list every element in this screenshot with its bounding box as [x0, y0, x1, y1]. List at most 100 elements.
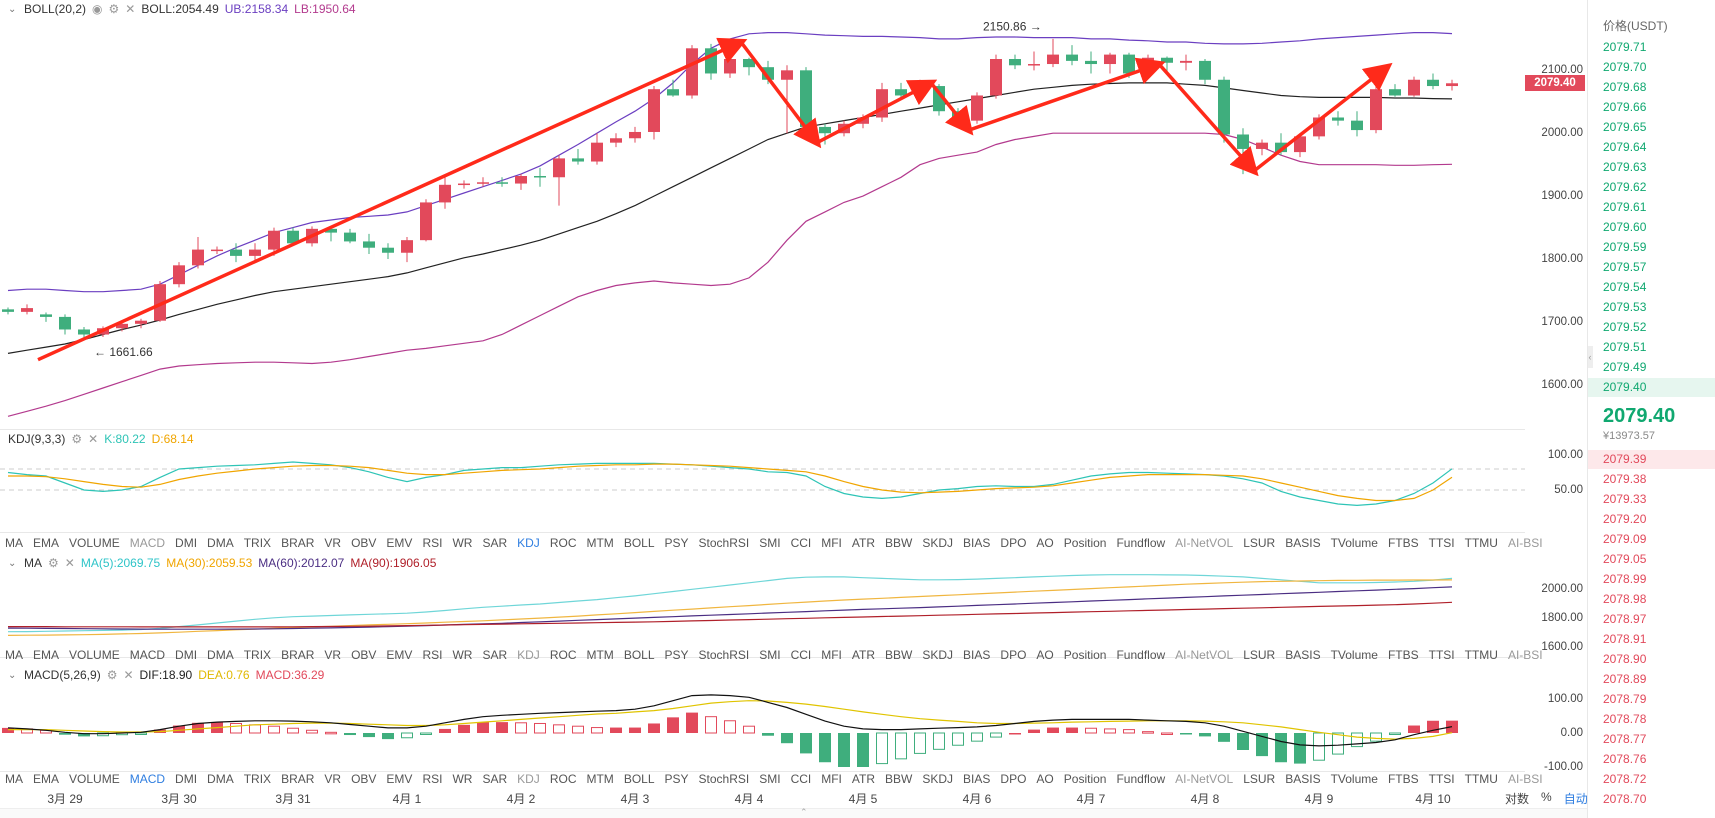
indicator-tab-fundflow[interactable]: Fundflow: [1116, 536, 1166, 550]
ask-price-row[interactable]: 2079.59: [1603, 240, 1647, 254]
indicator-tab-rsi[interactable]: RSI: [422, 772, 443, 786]
indicator-tab-wr[interactable]: WR: [452, 648, 473, 662]
indicator-tab-vr[interactable]: VR: [324, 648, 342, 662]
indicator-tab-ma[interactable]: MA: [5, 772, 23, 786]
bid-price-row[interactable]: 2078.77: [1603, 732, 1647, 746]
indicator-tab-ai-bsi[interactable]: AI-BSI: [1507, 772, 1543, 786]
ma-axis[interactable]: 2000.00 1800.00 1600.00: [1525, 554, 1587, 658]
macd-pane[interactable]: ⌄ MACD(5,26,9) ⚙ ✕ DIF:18.90 DEA:0.76 MA…: [0, 666, 1525, 772]
indicator-tab-smi[interactable]: SMI: [759, 772, 781, 786]
indicator-tab-mtm[interactable]: MTM: [586, 536, 614, 550]
ask-price-row[interactable]: 2079.60: [1603, 220, 1647, 234]
indicator-tab-emv[interactable]: EMV: [386, 536, 413, 550]
indicator-tab-brar[interactable]: BRAR: [281, 536, 315, 550]
trading-chart[interactable]: ⌄ BOLL(20,2) ◉ ⚙ ✕ BOLL:2054.49 UB:2158.…: [0, 0, 1543, 800]
indicator-tab-position[interactable]: Position: [1063, 648, 1107, 662]
indicator-tab-psy[interactable]: PSY: [664, 772, 689, 786]
indicator-tab-bbw[interactable]: BBW: [885, 772, 913, 786]
indicator-tab-lsur[interactable]: LSUR: [1243, 536, 1276, 550]
collapse-chevron-icon[interactable]: ⌄: [8, 557, 17, 569]
ma-pane[interactable]: ⌄ MA ⚙ ✕ MA(5):2069.75 MA(30):2059.53 MA…: [0, 554, 1525, 658]
pane-resize-bar[interactable]: ⌃: [0, 807, 1587, 818]
ask-price-row[interactable]: 2079.66: [1603, 100, 1647, 114]
indicator-tab-ao[interactable]: AO: [1036, 536, 1054, 550]
indicator-tab-bbw[interactable]: BBW: [885, 648, 913, 662]
main-price-pane[interactable]: ⌄ BOLL(20,2) ◉ ⚙ ✕ BOLL:2054.49 UB:2158.…: [0, 0, 1525, 430]
bid-price-row[interactable]: 2078.89: [1603, 672, 1647, 686]
bid-price-row[interactable]: 2078.90: [1603, 652, 1647, 666]
ask-price-row[interactable]: 2079.54: [1603, 280, 1647, 294]
indicator-tab-brar[interactable]: BRAR: [281, 772, 315, 786]
panel-collapse-handle[interactable]: ‹: [1587, 346, 1593, 368]
candlestick-chart[interactable]: ← 1661.66 2150.86 →: [0, 0, 1525, 430]
indicator-tab-mfi[interactable]: MFI: [821, 648, 842, 662]
close-icon[interactable]: ✕: [88, 432, 99, 446]
bid-price-row[interactable]: 2078.79: [1603, 692, 1647, 706]
indicator-tab-boll[interactable]: BOLL: [623, 772, 655, 786]
indicator-tab-stochrsi[interactable]: StochRSI: [698, 772, 750, 786]
settings-icon[interactable]: ⚙: [48, 556, 59, 570]
ask-price-row[interactable]: 2079.62: [1603, 180, 1647, 194]
indicator-tab-volume[interactable]: VOLUME: [69, 536, 120, 550]
indicator-tab-tvolume[interactable]: TVolume: [1330, 772, 1378, 786]
indicator-tab-mfi[interactable]: MFI: [821, 772, 842, 786]
close-icon[interactable]: ✕: [64, 556, 75, 570]
indicator-tab-mtm[interactable]: MTM: [586, 648, 614, 662]
bid-price-row[interactable]: 2078.98: [1603, 592, 1647, 606]
indicator-tab-dmi[interactable]: DMI: [175, 772, 198, 786]
indicator-tab-trix[interactable]: TRIX: [243, 536, 272, 550]
bid-price-row[interactable]: 2079.09: [1603, 532, 1647, 546]
indicator-tab-bias[interactable]: BIAS: [963, 536, 991, 550]
indicator-tab-tvolume[interactable]: TVolume: [1330, 536, 1378, 550]
indicator-tab-boll[interactable]: BOLL: [623, 536, 655, 550]
indicator-tab-skdj[interactable]: SKDJ: [922, 648, 954, 662]
indicator-tab-ttsi[interactable]: TTSI: [1428, 648, 1455, 662]
ask-price-row[interactable]: 2079.53: [1603, 300, 1647, 314]
indicator-tab-skdj[interactable]: SKDJ: [922, 772, 954, 786]
indicator-tab-dma[interactable]: DMA: [207, 536, 234, 550]
indicator-tab-lsur[interactable]: LSUR: [1243, 772, 1276, 786]
indicator-tab-ao[interactable]: AO: [1036, 772, 1054, 786]
indicator-tab-psy[interactable]: PSY: [664, 536, 689, 550]
indicator-tab-ttmu[interactable]: TTMU: [1464, 648, 1498, 662]
indicator-tab-basis[interactable]: BASIS: [1285, 772, 1321, 786]
indicator-tab-ao[interactable]: AO: [1036, 648, 1054, 662]
indicator-tab-volume[interactable]: VOLUME: [69, 772, 120, 786]
indicator-tab-ema[interactable]: EMA: [33, 648, 60, 662]
indicator-tab-roc[interactable]: ROC: [549, 648, 577, 662]
indicator-tab-fundflow[interactable]: Fundflow: [1116, 648, 1166, 662]
indicator-tab-rsi[interactable]: RSI: [422, 536, 443, 550]
indicator-tab-ttmu[interactable]: TTMU: [1464, 772, 1498, 786]
bid-price-row[interactable]: 2079.20: [1603, 512, 1647, 526]
indicator-tab-ai-bsi[interactable]: AI-BSI: [1507, 648, 1543, 662]
bid-price-row[interactable]: 2078.76: [1603, 752, 1647, 766]
bid-price-row[interactable]: 2079.39: [1603, 452, 1647, 466]
ask-price-row[interactable]: 2079.49: [1603, 360, 1647, 374]
indicator-tab-vr[interactable]: VR: [324, 536, 342, 550]
indicator-tab-atr[interactable]: ATR: [851, 648, 876, 662]
indicator-tab-ema[interactable]: EMA: [33, 772, 60, 786]
settings-icon[interactable]: ⚙: [108, 2, 120, 16]
ask-price-row[interactable]: 2079.61: [1603, 200, 1647, 214]
indicator-tab-bias[interactable]: BIAS: [963, 772, 991, 786]
indicator-tab-position[interactable]: Position: [1063, 772, 1107, 786]
ask-price-row[interactable]: 2079.64: [1603, 140, 1647, 154]
indicator-tab-stochrsi[interactable]: StochRSI: [698, 536, 750, 550]
indicator-tab-rsi[interactable]: RSI: [422, 648, 443, 662]
indicator-tab-smi[interactable]: SMI: [759, 648, 781, 662]
bid-price-row[interactable]: 2078.99: [1603, 572, 1647, 586]
settings-icon[interactable]: ⚙: [106, 668, 118, 682]
percent-scale-toggle[interactable]: %: [1541, 790, 1552, 804]
indicator-tab-trix[interactable]: TRIX: [243, 772, 272, 786]
settings-icon[interactable]: ⚙: [71, 432, 83, 446]
indicator-tab-obv[interactable]: OBV: [351, 536, 377, 550]
indicator-tab-dmi[interactable]: DMI: [175, 648, 198, 662]
indicator-tab-dmi[interactable]: DMI: [175, 536, 198, 550]
indicator-tab-sar[interactable]: SAR: [482, 536, 508, 550]
indicator-tab-dpo[interactable]: DPO: [1000, 536, 1027, 550]
indicator-tab-cci[interactable]: CCI: [790, 772, 812, 786]
indicator-tab-obv[interactable]: OBV: [351, 648, 377, 662]
bid-price-row[interactable]: 2078.78: [1603, 712, 1647, 726]
time-axis[interactable]: 3月 29 3月 30 3月 31 4月 1 4月 2 4月 3 4月 4 4月 5 4月 6 4…: [0, 790, 1525, 808]
macd-axis[interactable]: 100.00 0.00 -100.00: [1525, 666, 1587, 773]
